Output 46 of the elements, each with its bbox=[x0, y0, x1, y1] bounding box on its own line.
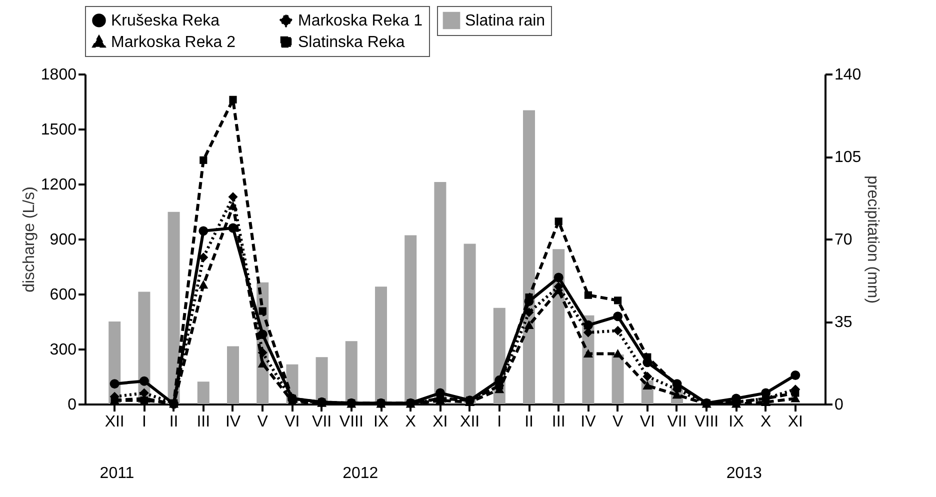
x-tick-label: X bbox=[405, 414, 416, 430]
y2-tick-label: 70 bbox=[834, 232, 852, 248]
x-tick-label: VII bbox=[312, 414, 332, 430]
text: 2012 bbox=[342, 465, 378, 483]
text: 2013 bbox=[726, 465, 762, 483]
y-tick-label: 0 bbox=[68, 396, 77, 414]
y-tick-label: 1200 bbox=[40, 176, 77, 194]
x-tick-label: IX bbox=[728, 414, 744, 430]
x-tick-label: VIII bbox=[339, 414, 364, 430]
y-tick-label: 300 bbox=[50, 342, 77, 358]
y2-tick-label: 140 bbox=[834, 66, 862, 84]
y-tick-label: 1500 bbox=[40, 122, 77, 138]
y2-tick-label: 35 bbox=[834, 314, 852, 331]
x-tick-label: XI bbox=[788, 414, 803, 430]
y-tick-label: 900 bbox=[50, 232, 77, 248]
y2-axis-title: precipitation (mm) bbox=[864, 175, 882, 304]
x-tick-label: XII bbox=[104, 414, 124, 430]
x-tick-label: VII bbox=[667, 414, 687, 430]
x-tick-label: XI bbox=[432, 414, 448, 430]
y-axis-title: discharge (L/s) bbox=[20, 186, 38, 292]
y-tick-label: 600 bbox=[50, 286, 77, 304]
y2-tick-label: 105 bbox=[834, 149, 862, 166]
x-tick-label: I bbox=[142, 414, 146, 430]
legend-label: Slatinska Reka bbox=[298, 34, 405, 51]
x-tick-label: VI bbox=[640, 414, 655, 430]
legend-label: Markoska Reka 2 bbox=[111, 34, 236, 51]
x-tick-label: V bbox=[612, 414, 624, 430]
x-tick-label: V bbox=[257, 414, 268, 430]
x-tick-label: II bbox=[524, 414, 534, 430]
x-tick-label: III bbox=[196, 414, 210, 430]
x-tick-label: IX bbox=[373, 414, 389, 430]
x-tick-label: IV bbox=[225, 414, 241, 430]
y-tick-label: 1800 bbox=[40, 66, 77, 84]
x-tick-label: VIII bbox=[694, 414, 719, 430]
x-tick-label: I bbox=[497, 414, 502, 430]
y2-tick-label: 0 bbox=[834, 396, 844, 414]
legend-label: Krušeska Reka bbox=[111, 12, 220, 30]
x-tick-label: III bbox=[552, 414, 566, 430]
x-tick-label: XII bbox=[460, 414, 480, 430]
x-tick-label: II bbox=[169, 414, 178, 430]
legend-label: Slatina rain bbox=[465, 12, 546, 30]
x-tick-label: IV bbox=[580, 414, 596, 430]
x-tick-label: X bbox=[760, 414, 772, 430]
x-tick-label: VI bbox=[284, 414, 300, 430]
text: 2011 bbox=[100, 465, 134, 483]
legend-label: Markoska Reka 1 bbox=[298, 12, 423, 30]
